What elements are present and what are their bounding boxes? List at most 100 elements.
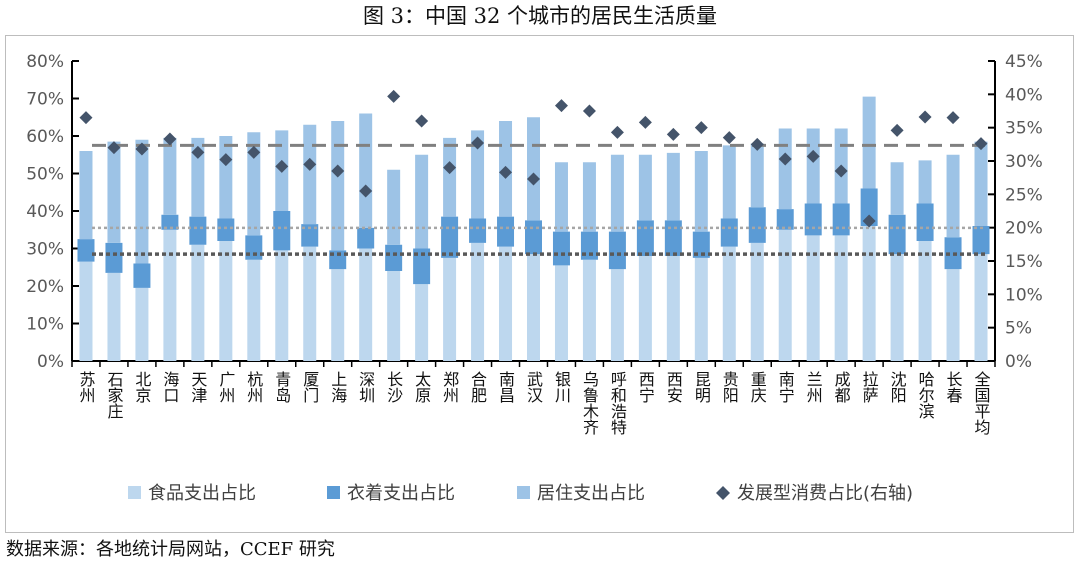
left-tick-label: 60%: [26, 127, 64, 147]
scatter-point: [974, 137, 988, 151]
bar-housing: [638, 154, 652, 221]
bar-clothing: [552, 231, 570, 266]
left-tick-label: 0%: [37, 352, 64, 372]
scatter-point: [303, 157, 317, 171]
scatter-point: [219, 153, 233, 167]
bar-food: [694, 257, 708, 361]
bar-housing: [415, 154, 429, 249]
bar-food: [666, 256, 680, 361]
bar-food: [890, 254, 904, 361]
left-tick-label: 70%: [26, 90, 64, 110]
bar-housing: [750, 143, 764, 208]
scatter-point: [443, 161, 457, 175]
x-tick-label: 重庆: [748, 371, 767, 403]
bar-food: [247, 259, 261, 361]
scatter-point: [610, 125, 624, 139]
bar-clothing: [608, 231, 626, 270]
legend-marker: [716, 486, 730, 500]
x-tick-label: 杭州: [244, 371, 263, 403]
bar-housing: [974, 141, 988, 226]
scatter-point: [499, 165, 513, 179]
bar-food: [750, 242, 764, 361]
x-tick-label: 上海: [328, 371, 347, 403]
x-tick-label: 天津: [188, 371, 207, 403]
legend-label: 衣着支出占比: [347, 483, 455, 504]
scatter-point: [387, 89, 401, 103]
scatter-point: [694, 121, 708, 135]
bar-clothing: [161, 214, 179, 230]
bar-housing: [527, 117, 540, 221]
right-tick-label: 30%: [1005, 152, 1043, 172]
bar-clothing: [413, 248, 431, 285]
bar-clothing: [832, 203, 850, 236]
x-tick-label: 西宁: [636, 371, 655, 403]
scatter-point: [191, 145, 205, 159]
right-tick-label: 0%: [1005, 352, 1032, 372]
bar-food: [219, 241, 233, 361]
bar-clothing: [357, 227, 375, 249]
x-tick-label: 厦门: [300, 371, 319, 404]
x-tick-label: 北京: [132, 371, 151, 404]
bar-clothing: [860, 188, 878, 226]
bar-housing: [890, 162, 904, 215]
bar-clothing: [105, 242, 123, 273]
x-tick-label: 广州: [216, 371, 235, 403]
right-tick-label: 5%: [1005, 319, 1032, 339]
scatter-point: [275, 159, 289, 173]
legend-swatch: [128, 486, 141, 499]
bar-food: [527, 254, 540, 361]
bar-clothing: [385, 244, 403, 271]
x-tick-label: 昆明: [692, 371, 711, 404]
bar-food: [471, 242, 485, 361]
x-tick-label: 合肥: [468, 371, 487, 404]
scatter-point: [79, 111, 93, 125]
legend-label: 发展型消费占比(右轴): [737, 483, 913, 504]
bar-clothing: [525, 220, 542, 255]
bar-housing: [79, 151, 93, 240]
left-tick-label: 20%: [26, 277, 64, 297]
bar-housing: [946, 154, 960, 238]
bar-housing: [387, 169, 401, 245]
bar-housing: [862, 96, 876, 189]
scatter-point: [471, 136, 485, 150]
x-tick-label: 深圳: [356, 371, 375, 403]
bar-food: [778, 229, 792, 361]
bar-food: [554, 265, 568, 361]
bar-clothing: [273, 211, 291, 251]
scatter-point: [862, 214, 876, 228]
bar-clothing: [441, 216, 459, 258]
scatter-point: [554, 99, 568, 113]
bar-housing: [918, 160, 932, 204]
bar-food: [275, 250, 289, 361]
bar-food: [918, 241, 932, 361]
x-tick-label: 长春: [944, 371, 963, 403]
x-tick-label: 青岛: [272, 371, 291, 404]
bar-food: [862, 226, 876, 361]
left-tick-label: 30%: [26, 240, 64, 260]
bar-food: [834, 235, 848, 361]
bar-clothing: [916, 203, 934, 241]
bar-food: [806, 235, 820, 361]
bar-clothing: [776, 209, 794, 230]
bar-clothing: [77, 239, 95, 262]
x-tick-label: 全国平均: [972, 371, 991, 436]
bar-housing: [219, 136, 233, 219]
scatter-point: [107, 141, 121, 155]
x-tick-label: 郑州: [440, 371, 459, 403]
scatter-point: [806, 149, 820, 163]
source-note: 数据来源：各地统计局网站，CCEF 研究: [6, 539, 335, 560]
x-tick-label: 南昌: [496, 371, 515, 403]
right-tick-label: 40%: [1005, 85, 1043, 105]
bar-food: [415, 284, 429, 361]
x-tick-label: 成都: [832, 371, 851, 403]
bar-clothing: [469, 218, 487, 243]
bar-housing: [722, 145, 736, 219]
legend-swatch: [327, 486, 340, 499]
x-tick-label: 太原: [412, 371, 431, 403]
bar-clothing: [497, 216, 515, 247]
bar-clothing: [804, 203, 822, 236]
scatter-point: [638, 115, 652, 129]
scatter-point: [778, 152, 792, 166]
right-tick-label: 45%: [1005, 52, 1043, 72]
scatter-point: [946, 111, 960, 125]
